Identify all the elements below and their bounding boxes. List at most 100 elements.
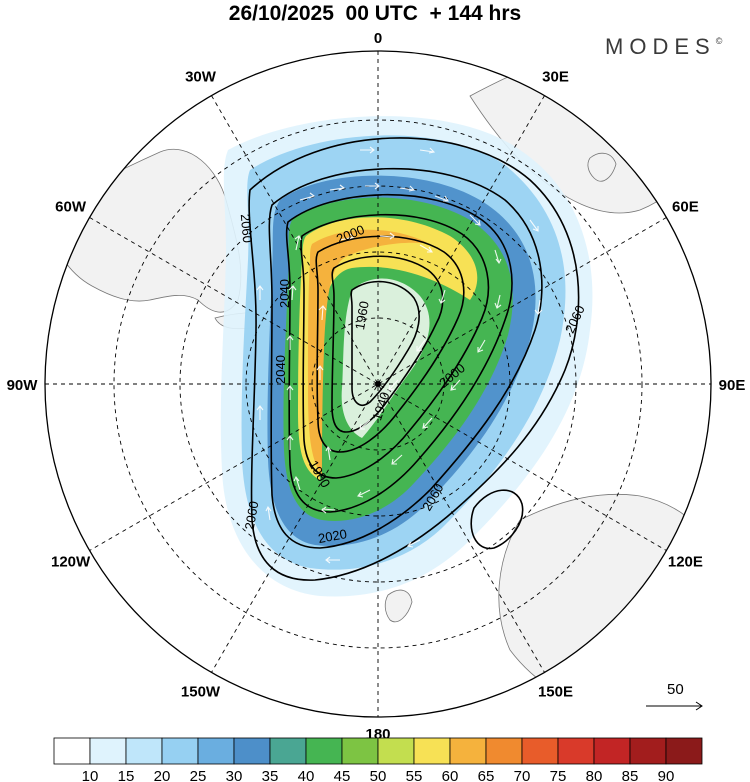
map-boundary [44, 50, 712, 718]
latitude-circle [113, 119, 643, 649]
colorbar-swatch [197, 737, 235, 765]
wind-vector-arrow [359, 419, 371, 430]
colorbar-swatch [449, 737, 487, 765]
wind-vector-arrow [434, 195, 449, 202]
wind-vector-arrow [487, 559, 501, 568]
south-pole-marker [375, 381, 381, 387]
wind-vector-arrow [360, 146, 375, 154]
contour-label-2060: 2060 [242, 500, 262, 531]
wind-vector-arrow [365, 182, 380, 190]
contour-label-2040: 2040 [277, 279, 292, 308]
colorbar-tick-label: 35 [262, 768, 279, 782]
meridian-label-150e: 150E [538, 683, 573, 700]
colorbar-tick-label: 50 [370, 768, 387, 782]
wind-vector-arrow [299, 192, 316, 201]
colorbar-tick-label: 80 [586, 768, 603, 782]
colorbar-labels: 10 15 20 25 30 35 40 45 50 55 60 65 70 75 80 85 90 [82, 768, 675, 782]
wind-vector-arrow [477, 339, 486, 353]
wind-vector-arrow [391, 454, 403, 465]
wind-vector-arrow [318, 305, 327, 321]
wind-vector-arrow [534, 299, 543, 315]
colorbar-swatch [377, 737, 415, 765]
meridian-line [89, 217, 667, 551]
colorbar-boxes [53, 737, 703, 765]
colorbar-tick-label: 60 [442, 768, 459, 782]
geopotential-contours [248, 137, 580, 581]
colorbar-swatch [341, 737, 379, 765]
colorbar-swatch [53, 737, 91, 765]
wind-vector-arrow [286, 335, 294, 350]
wind-vector-arrow [416, 339, 426, 352]
wind-vector-arrow [357, 489, 371, 498]
colorbar-tick-label: 25 [190, 768, 207, 782]
meridian-line [211, 95, 545, 673]
wind-vector-arrow [388, 379, 399, 391]
colorbar-swatch [521, 737, 559, 765]
wind-vector-arrow [325, 556, 340, 564]
colorbar-tick-label: 10 [82, 768, 99, 782]
wind-vector-arrow [469, 214, 481, 226]
wind-vector-arrow [256, 405, 264, 420]
wind-vector-arrow [419, 244, 433, 253]
meridian-label-60e: 60E [672, 199, 699, 216]
colorbar-swatch [233, 737, 271, 765]
wind-vector-arrow [494, 249, 502, 265]
meridian-label-90e: 90E [719, 377, 746, 394]
wind-vector-arrow [339, 233, 356, 241]
wind-vector-arrow [316, 365, 324, 380]
meridian-label-30w: 30W [185, 69, 217, 86]
wind-vector-arrow [325, 445, 332, 461]
brand-logo: MODES© [605, 34, 722, 60]
colorbar-swatch [161, 737, 199, 765]
meridian-label-150w: 150W [181, 683, 221, 700]
wind-vector-arrow [407, 539, 421, 548]
contour-1940 [350, 280, 420, 406]
wind-vector-arrow [529, 219, 539, 232]
colorbar-tick-label: 90 [658, 768, 675, 782]
wind-band-65 [308, 229, 430, 475]
colorbar-swatch [665, 737, 703, 765]
wind-vector-arrow [329, 184, 346, 191]
meridian-label-0: 0 [374, 30, 382, 47]
colorbar-tick-label: 20 [154, 768, 171, 782]
wind-vector-arrow [256, 285, 264, 300]
colorbar-swatch [485, 737, 523, 765]
contour-1960 [331, 255, 444, 433]
latitude-circle [311, 317, 445, 451]
colorbar-tick-label: 65 [478, 768, 495, 782]
colorbar-tick-label: 75 [550, 768, 567, 782]
meridian-label-60w: 60W [55, 199, 87, 216]
colorbar-swatch [305, 737, 343, 765]
contour-2040 [268, 167, 543, 549]
meridian-label-90w: 90W [7, 377, 39, 394]
wind-vector-arrow [438, 289, 446, 304]
wind-vector-arrow [293, 475, 301, 491]
wind-vector-arrow [494, 294, 502, 309]
reference-vector: 50 [646, 681, 703, 711]
colorbar-tick-label: 30 [226, 768, 243, 782]
wind-vector-arrow [294, 235, 302, 251]
colorbar-swatch [593, 737, 631, 765]
colorbar-tick-label: 40 [298, 768, 315, 782]
colorbar-tick-label: 15 [118, 768, 135, 782]
wind-vector-arrow [591, 399, 601, 412]
wind-vectors [256, 146, 601, 568]
wind-vector-arrow [286, 385, 294, 400]
madagascar-landmass [587, 152, 617, 182]
colorbar-tick-label: 45 [334, 768, 351, 782]
inner-core-calm [341, 278, 430, 438]
contour-2060-closed [470, 489, 524, 550]
reference-vector-label: 50 [667, 681, 684, 698]
wind-vector-arrow [450, 379, 461, 391]
contour-2000 [300, 213, 490, 479]
reference-vector-head [695, 701, 703, 711]
colorbar-swatch [557, 737, 595, 765]
meridian-line [89, 217, 667, 551]
wind-vector-arrow [265, 505, 272, 521]
colorbar-swatch [89, 737, 127, 765]
wind-vector-arrow [288, 285, 297, 301]
contour-label-2040: 2040 [273, 355, 288, 384]
